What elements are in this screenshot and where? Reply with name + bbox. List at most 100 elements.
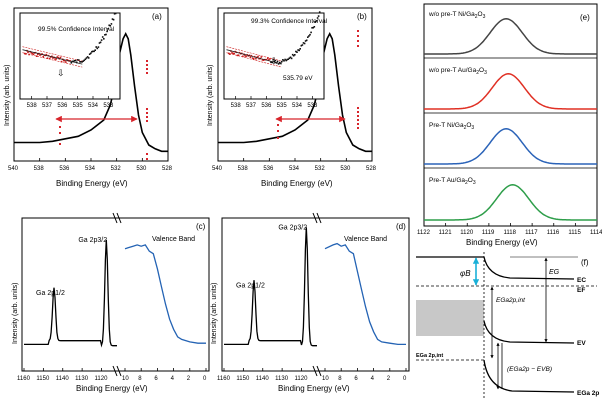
inset-data-point (247, 55, 250, 57)
inset-data-point (99, 41, 102, 44)
inset-data-point (317, 15, 320, 17)
panel-f-band-diagram: (f) φB EG EC EF EGa2p,int EV (EGa2p − EV… (416, 252, 599, 400)
inset-data-point (242, 55, 244, 58)
panel-c-valence-line (124, 244, 206, 344)
panel-a-xlabel: Binding Energy (eV) (56, 179, 128, 188)
tick-label: 534 (85, 166, 96, 172)
inset-data-point (52, 57, 54, 59)
inset-data-point (41, 53, 43, 55)
panel-c-peak1-label: Ga 2p1/2 (36, 290, 65, 297)
panel-a-spectrum-line (14, 32, 168, 153)
tick-label: 1114 (590, 230, 602, 236)
inset-data-point (54, 58, 56, 60)
panel-b-inset-extra: 535.79 eV (283, 75, 313, 82)
inset-data-point (300, 44, 303, 47)
inset-data-point (105, 33, 107, 36)
inset-data-point (315, 20, 318, 22)
ega-label: EGa 2p (577, 390, 599, 397)
tick-label: 1117 (525, 230, 538, 236)
panel-e-series-4 (424, 184, 597, 221)
panel-e-series-3 (424, 128, 597, 165)
inset-data-point (25, 53, 27, 55)
panel-c-label: (c) (196, 222, 206, 231)
panel-e-legend-4: Pre-T Au/Ga2O3 (429, 177, 476, 186)
inset-data-point (112, 18, 115, 21)
panel-b-spectrum-line (218, 32, 372, 153)
inset-data-point (314, 21, 317, 23)
tick-label: 532 (111, 166, 122, 172)
inset-data-point (96, 47, 99, 50)
panel-b-inset-arrow: ⇩ (270, 56, 278, 66)
inset-data-point (244, 54, 246, 57)
inset-data-point (305, 39, 308, 42)
inset-data-point (73, 59, 76, 62)
tick-label: 4 (171, 376, 175, 382)
inset-data-point (64, 59, 66, 62)
inset-data-point (281, 60, 283, 63)
tick-label: 6 (354, 376, 358, 382)
inset-data-point (287, 58, 290, 60)
tick-label: 1120 (460, 230, 474, 236)
inset-data-point (289, 56, 292, 59)
inset-data-point (51, 55, 53, 58)
inset-data-point (37, 53, 39, 56)
ec-label: EC (577, 277, 586, 284)
inset-data-point (278, 61, 281, 64)
panel-a-label: (a) (152, 12, 162, 21)
tick-label: 1150 (236, 376, 250, 382)
inset-data-point (108, 24, 110, 27)
inset-data-point (276, 60, 279, 63)
panel-c-axis-break (112, 212, 122, 377)
inset-data-point (277, 63, 280, 65)
inset-data-point (308, 35, 310, 37)
inset-data-point (258, 57, 260, 60)
panel-b-ylabel: Intensity (arb. units) (207, 65, 214, 126)
panel-f-label: (f) (581, 258, 589, 267)
inset-tick-label: 538 (27, 103, 38, 109)
tick-label: 6 (154, 376, 158, 382)
panel-b: (b) Intensity (arb. units) Binding Energ… (207, 7, 377, 188)
inset-data-point (267, 57, 269, 59)
inset-data-point (238, 51, 241, 54)
panel-e-xlabel: Binding Energy (eV) (466, 238, 538, 247)
panel-d-valence-line (324, 242, 406, 346)
inset-data-point (93, 50, 95, 53)
tick-label: 0 (203, 376, 207, 382)
diff-label: (EGa2p − EVB) (507, 366, 552, 373)
inset-data-point (251, 57, 254, 59)
inset-data-point (72, 60, 75, 63)
inset-data-point (237, 54, 240, 56)
panel-c-valence-label: Valence Band (152, 236, 195, 243)
inset-data-point (106, 30, 108, 33)
inset-data-point (262, 59, 265, 61)
inset-data-point (295, 50, 297, 53)
inset-data-point (270, 61, 272, 63)
panel-e: (e) Binding Energy (eV) 1122 1121 1120 1119… (417, 3, 602, 247)
panel-c-xlabel: Binding Energy (eV) (76, 384, 148, 393)
inset-data-point (66, 59, 68, 61)
panel-b-inset: 99.3% Confidence Interval ⇩ 535.79 eV 53… (223, 11, 328, 109)
inset-data-point (298, 49, 300, 52)
inset-data-point (55, 58, 57, 60)
tick-label: 4 (371, 376, 375, 382)
inset-data-point (92, 50, 94, 53)
inset-data-point (80, 61, 82, 63)
conduction-band-line (483, 256, 575, 280)
inset-data-point (60, 60, 63, 63)
panel-d-ylabel: Intensity (arb. units) (211, 283, 218, 344)
inset-data-point (285, 59, 287, 62)
tick-label: 1120 (95, 376, 109, 382)
panel-d-core-line (224, 227, 317, 347)
inset-data-point (283, 60, 285, 62)
metal-filled-region (416, 300, 484, 336)
inset-data-point (81, 61, 83, 63)
inset-tick-label: 537 (42, 103, 53, 109)
inset-data-point (288, 57, 291, 59)
panel-a-inset-text: 99.5% Confidence Interval (38, 26, 115, 33)
inset-data-point (294, 54, 296, 56)
inset-data-point (32, 53, 35, 56)
panel-a-inset-arrow: ⇩ (57, 68, 65, 78)
inset-data-point (291, 53, 294, 56)
panel-e-legend-3: Pre-T Ni/Ga2O3 (429, 122, 474, 131)
inset-data-point (103, 38, 105, 40)
